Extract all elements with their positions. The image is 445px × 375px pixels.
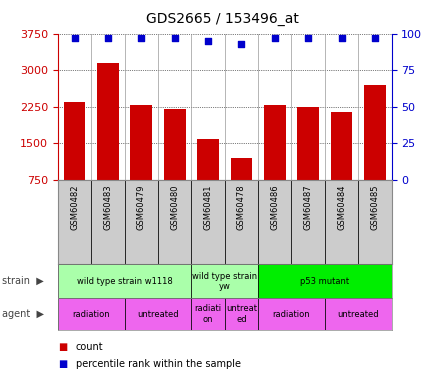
Text: GSM60487: GSM60487 [303, 184, 313, 230]
Bar [331, 112, 352, 180]
Bar [191, 264, 258, 298]
Point [105, 35, 112, 41]
Text: GSM60482: GSM60482 [70, 184, 79, 230]
Text: untreated: untreated [137, 310, 179, 319]
Bar [264, 105, 286, 180]
Text: untreated: untreated [337, 310, 379, 319]
Point [271, 35, 279, 41]
Bar [258, 298, 325, 330]
Text: count: count [76, 342, 103, 352]
Bar [58, 180, 91, 264]
Text: agent  ▶: agent ▶ [2, 309, 44, 319]
Point [372, 35, 379, 41]
Point [171, 35, 178, 41]
Text: GDS2665 / 153496_at: GDS2665 / 153496_at [146, 12, 299, 26]
Text: radiation: radiation [73, 310, 110, 319]
Text: percentile rank within the sample: percentile rank within the sample [76, 359, 241, 369]
Text: untreat
ed: untreat ed [226, 304, 257, 324]
Text: radiati
on: radiati on [194, 304, 222, 324]
Text: ■: ■ [58, 342, 67, 352]
Bar [58, 264, 191, 298]
Bar [191, 298, 225, 330]
Text: GSM60486: GSM60486 [270, 184, 279, 230]
Bar [325, 180, 358, 264]
Bar [158, 180, 191, 264]
Text: GSM60481: GSM60481 [203, 184, 213, 230]
Bar [291, 180, 325, 264]
Text: wild type strain
yw: wild type strain yw [192, 272, 257, 291]
Bar [130, 105, 152, 180]
Text: GSM60485: GSM60485 [370, 184, 380, 230]
Text: GSM60484: GSM60484 [337, 184, 346, 230]
Bar [125, 180, 158, 264]
Bar [64, 102, 85, 180]
Bar [91, 180, 125, 264]
Bar [364, 85, 386, 180]
Text: GSM60483: GSM60483 [103, 184, 113, 230]
Text: GSM60479: GSM60479 [137, 184, 146, 230]
Bar [258, 264, 392, 298]
Bar [125, 298, 191, 330]
Text: p53 mutant: p53 mutant [300, 277, 349, 286]
Bar [325, 298, 392, 330]
Text: ■: ■ [58, 359, 67, 369]
Bar [164, 110, 186, 180]
Bar [231, 158, 252, 180]
Text: radiation: radiation [273, 310, 310, 319]
Bar [197, 139, 219, 180]
Text: wild type strain w1118: wild type strain w1118 [77, 277, 173, 286]
Point [338, 35, 345, 41]
Bar [297, 107, 319, 180]
Point [205, 38, 212, 44]
Text: strain  ▶: strain ▶ [2, 276, 44, 286]
Point [238, 41, 245, 47]
Point [305, 35, 312, 41]
Point [71, 35, 78, 41]
Point [138, 35, 145, 41]
Bar [58, 298, 125, 330]
Bar [258, 180, 291, 264]
Text: GSM60480: GSM60480 [170, 184, 179, 230]
Bar [191, 180, 225, 264]
Bar [225, 180, 258, 264]
Text: GSM60478: GSM60478 [237, 184, 246, 230]
Bar [358, 180, 392, 264]
Bar [97, 63, 119, 180]
Bar [225, 298, 258, 330]
